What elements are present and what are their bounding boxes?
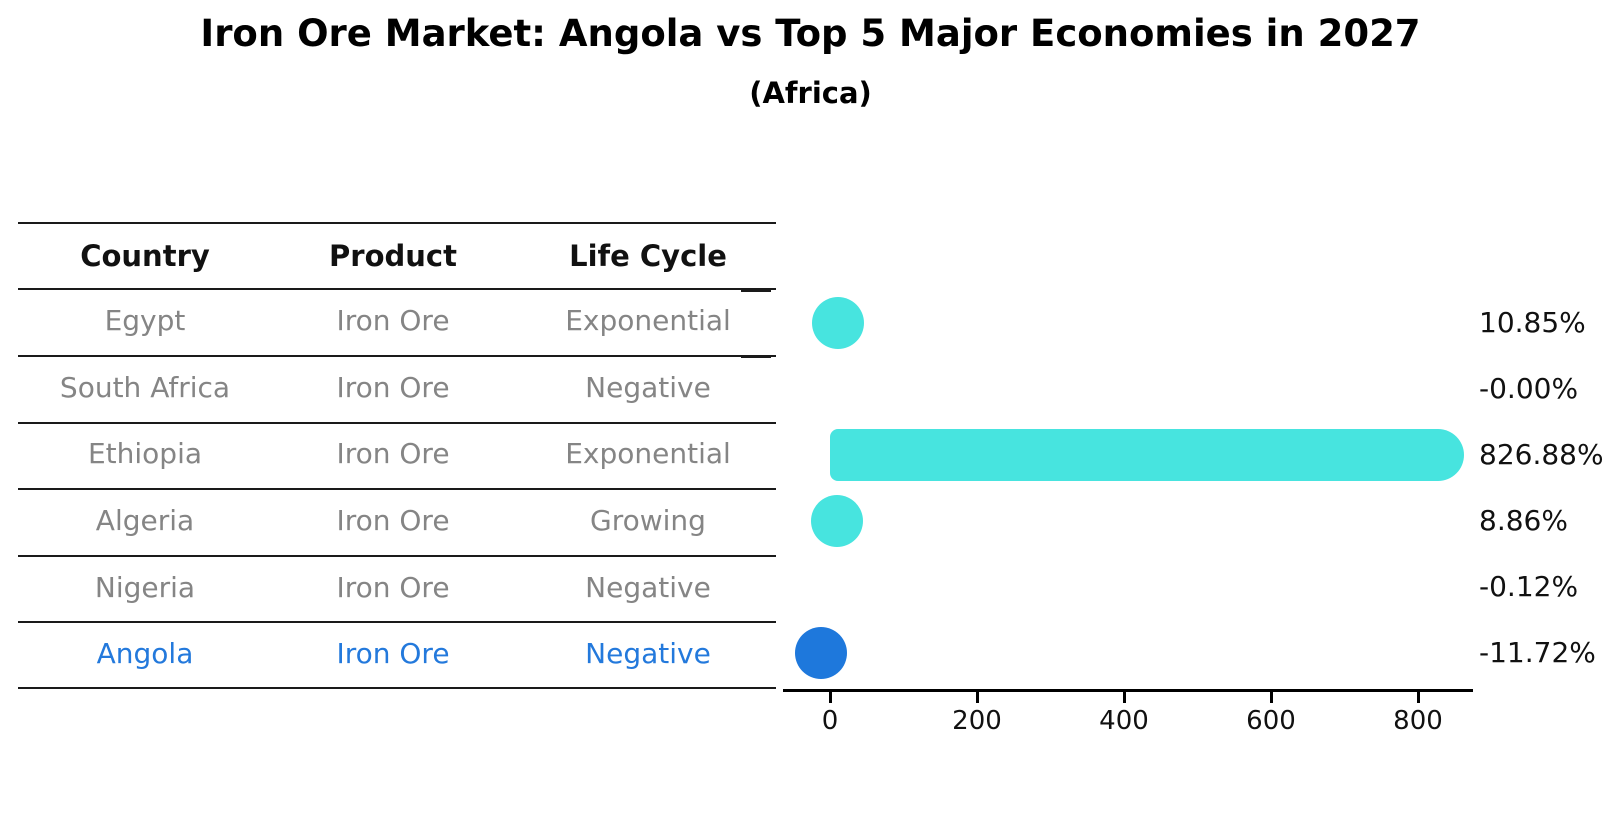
- table-cell-country: Egypt: [104, 304, 186, 337]
- value-label-angola: -11.72%: [1479, 636, 1596, 669]
- table-row-nigeria: Nigeria Iron Ore Negative: [0, 571, 1621, 605]
- y-axis-tick: [741, 356, 771, 358]
- value-label-algeria: 8.86%: [1479, 504, 1568, 537]
- table-cell-country: Angola: [96, 637, 194, 670]
- bar-algeria: [810, 495, 863, 547]
- table-row-ethiopia: Ethiopia Iron Ore Exponential: [0, 437, 1621, 471]
- table-header-rule: [18, 288, 776, 290]
- y-axis-tick: [741, 488, 771, 490]
- bar-angola: [795, 627, 848, 679]
- table-cell-life-cycle: Negative: [585, 371, 711, 404]
- table-row-angola: Angola Iron Ore Negative: [0, 637, 1621, 671]
- x-axis-tick: [829, 690, 832, 703]
- table-cell-product: Iron Ore: [336, 637, 450, 670]
- x-tick-label: 400: [1099, 706, 1149, 736]
- table-bottom-rule: [18, 687, 776, 689]
- value-label-egypt: 10.85%: [1479, 306, 1586, 339]
- chart-title: Iron Ore Market: Angola vs Top 5 Major E…: [200, 12, 1421, 55]
- table-cell-product: Iron Ore: [336, 571, 450, 604]
- x-axis-line: [783, 689, 1473, 692]
- y-axis-tick: [741, 290, 771, 292]
- x-tick-label: 200: [952, 706, 1002, 736]
- table-cell-product: Iron Ore: [336, 504, 450, 537]
- table-cell-country: Algeria: [95, 504, 195, 537]
- table-cell-country: Ethiopia: [87, 437, 203, 470]
- bar-egypt: [811, 297, 864, 349]
- table-row-egypt: Egypt Iron Ore Exponential: [0, 304, 1621, 338]
- table-header-life-cycle: Life Cycle: [569, 239, 727, 273]
- table-top-rule: [18, 222, 776, 224]
- table-cell-product: Iron Ore: [336, 437, 450, 470]
- table-header-product: Product: [329, 239, 457, 273]
- y-axis-tick: [741, 621, 771, 623]
- x-tick-label: 0: [821, 706, 839, 736]
- table-row-south-africa: South Africa Iron Ore Negative: [0, 371, 1621, 405]
- table-header-row: Country Product Life Cycle: [0, 239, 1621, 273]
- y-axis-tick: [741, 555, 771, 557]
- table-cell-life-cycle: Exponential: [565, 304, 731, 337]
- y-axis-tick: [741, 687, 771, 689]
- x-tick-label: 800: [1393, 706, 1443, 736]
- value-label-nigeria: -0.12%: [1479, 570, 1579, 603]
- table-row-algeria: Algeria Iron Ore Growing: [0, 504, 1621, 538]
- table-cell-country: Nigeria: [94, 571, 196, 604]
- bar-ethiopia: [830, 429, 1464, 481]
- x-axis-tick: [1417, 690, 1420, 703]
- table-cell-life-cycle: Exponential: [565, 437, 731, 470]
- x-tick-label: 600: [1246, 706, 1296, 736]
- x-axis-tick: [1270, 690, 1273, 703]
- x-axis-tick: [1123, 690, 1126, 703]
- chart-subtitle: (Africa): [749, 76, 872, 110]
- table-cell-country: South Africa: [59, 371, 231, 404]
- table-cell-life-cycle: Growing: [590, 504, 706, 537]
- table-row-rule: [18, 555, 776, 557]
- table-cell-product: Iron Ore: [336, 304, 450, 337]
- table-cell-life-cycle: Negative: [585, 571, 711, 604]
- table-cell-product: Iron Ore: [336, 371, 450, 404]
- table-row-rule: [18, 488, 776, 490]
- table-cell-life-cycle: Negative: [585, 637, 711, 670]
- y-axis-tick: [741, 422, 771, 424]
- table-row-rule: [18, 621, 776, 623]
- x-axis-tick: [976, 690, 979, 703]
- value-label-south-africa: -0.00%: [1479, 372, 1579, 405]
- table-row-rule: [18, 355, 776, 357]
- table-row-rule: [18, 422, 776, 424]
- table-header-country: Country: [80, 239, 210, 273]
- value-label-ethiopia: 826.88%: [1479, 438, 1604, 471]
